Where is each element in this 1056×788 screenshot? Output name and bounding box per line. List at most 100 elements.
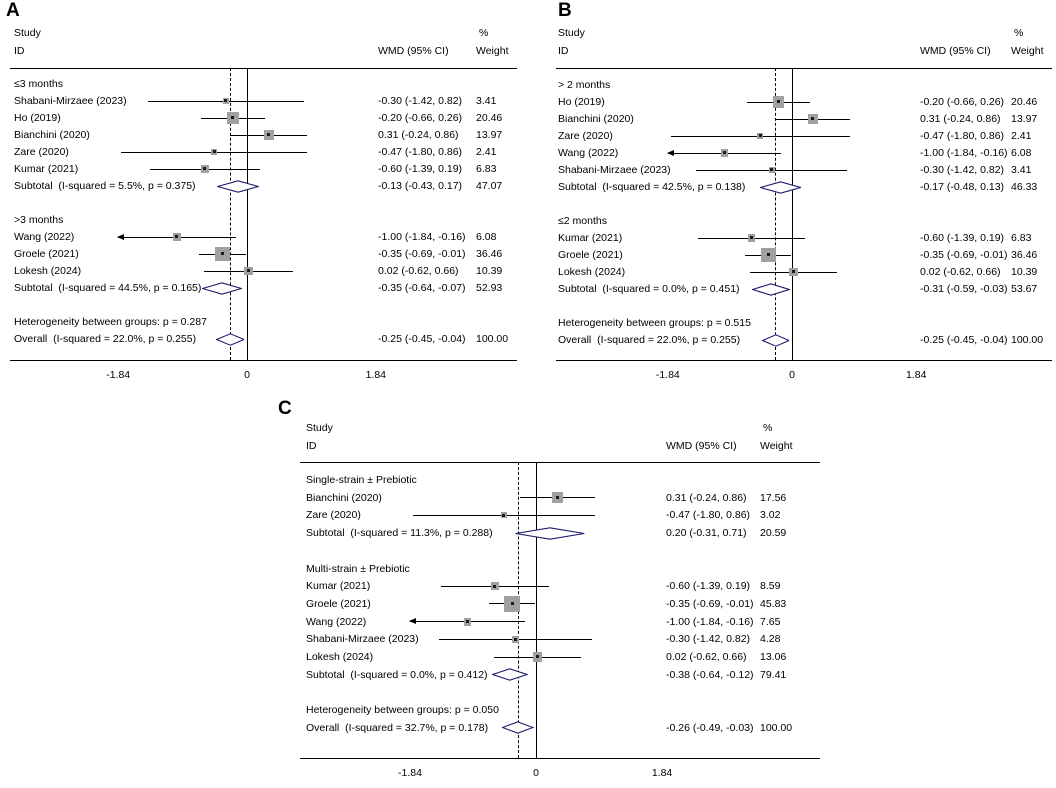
- col-header-study: Study: [14, 27, 41, 39]
- ci-arrow-left-icon: [117, 233, 125, 240]
- weight-value: 52.93: [476, 282, 503, 294]
- panel-a: A Study ID% WMD (95% CI) Weight -1.84 0 1.84 ≤3 …: [0, 0, 530, 394]
- x-axis-tick-label: 0: [789, 369, 795, 381]
- weight-value: 2.41: [1011, 130, 1032, 142]
- study-label: Bianchini (2020): [306, 491, 382, 504]
- effect-value: -0.20 (-0.66, 0.26): [378, 112, 463, 124]
- x-axis-line: [300, 758, 820, 759]
- effect-value: -1.00 (-1.84, -0.16): [378, 231, 466, 243]
- weight-value: 2.41: [476, 146, 497, 158]
- subtotal-label: Subtotal (I-squared = 5.5%, p = 0.375): [14, 180, 196, 192]
- study-label: Kumar (2021): [558, 232, 623, 244]
- weight-value: 13.97: [1011, 113, 1038, 125]
- panel-b: B Study ID% WMD (95% CI) Weight -1.84 0 1.84 > 2…: [530, 0, 1056, 394]
- effect-value: -0.35 (-0.69, -0.01): [666, 597, 754, 610]
- subtotal-label: Subtotal (I-squared = 0.0%, p = 0.412): [306, 668, 488, 681]
- overall-label: Overall (I-squared = 22.0%, p = 0.255): [558, 334, 741, 346]
- effect-value: -1.00 (-1.84, -0.16): [666, 615, 754, 628]
- weight-value: 100.00: [1011, 334, 1044, 346]
- x-axis-tick-label: -1.84: [655, 369, 680, 381]
- subtotal-label: Subtotal (I-squared = 11.3%, p = 0.288): [306, 527, 493, 540]
- effect-value: -0.60 (-1.39, 0.19): [920, 232, 1005, 244]
- effect-value: 0.31 (-0.24, 0.86): [920, 113, 1001, 125]
- col-header-effect: WMD (95% CI): [666, 440, 737, 452]
- effect-marker: [463, 617, 472, 626]
- effect-marker: [768, 166, 775, 174]
- effect-marker: [532, 652, 543, 662]
- weight-value: 45.83: [760, 597, 787, 610]
- effect-marker: [512, 635, 519, 643]
- weight-value: 4.28: [760, 633, 781, 646]
- subtotal-label: Subtotal (I-squared = 0.0%, p = 0.451): [558, 283, 740, 295]
- effect-value: -0.31 (-0.59, -0.03): [920, 283, 1008, 295]
- study-label: Wang (2022): [558, 147, 619, 159]
- effect-value: -0.25 (-0.45, -0.04): [378, 333, 466, 345]
- weight-value: 13.06: [760, 651, 787, 663]
- effect-value: -0.47 (-1.80, 0.86): [378, 146, 463, 158]
- panel-c: C Study ID% WMD (95% CI) Weight -1.84 0 1.84 Sin…: [270, 395, 830, 788]
- effect-value: -0.60 (-1.39, 0.19): [666, 580, 751, 593]
- heterogeneity-note: Heterogeneity between groups: p = 0.515: [558, 317, 751, 329]
- study-label: Bianchini (2020): [14, 129, 90, 141]
- effect-value: -0.35 (-0.64, -0.07): [378, 282, 466, 294]
- effect-value: -0.30 (-1.42, 0.82): [378, 95, 463, 107]
- overall-diamond: [215, 332, 245, 346]
- col-header-id: ID: [558, 45, 569, 57]
- weight-value: 20.46: [476, 112, 503, 124]
- study-label: Wang (2022): [14, 231, 75, 243]
- study-label: Shabani-Mirzaee (2023): [558, 164, 671, 176]
- effect-value: -0.47 (-1.80, 0.86): [920, 130, 1005, 142]
- header-rule: [300, 462, 820, 463]
- weight-value: 6.08: [1011, 147, 1032, 159]
- effect-marker: [227, 112, 239, 124]
- study-label: Lokesh (2024): [306, 651, 374, 663]
- study-label: Lokesh (2024): [558, 266, 626, 278]
- effect-value: -0.35 (-0.69, -0.01): [920, 249, 1008, 261]
- col-header-weight: Weight: [1011, 45, 1044, 57]
- study-label: Groele (2021): [558, 249, 623, 261]
- col-header-study: Study: [306, 422, 333, 434]
- weight-value: 6.08: [476, 231, 497, 243]
- effect-value: -0.30 (-1.42, 0.82): [920, 164, 1005, 176]
- col-header-weight: Weight: [476, 45, 509, 57]
- weight-value: 36.46: [476, 248, 503, 260]
- group-label: >3 months: [14, 214, 64, 226]
- subtotal-label: Subtotal (I-squared = 44.5%, p = 0.165): [14, 282, 202, 294]
- group-label: ≤2 months: [558, 215, 607, 227]
- effect-marker: [215, 246, 230, 262]
- subtotal-diamond: [515, 526, 585, 540]
- col-header-percent: %: [479, 27, 489, 39]
- study-label: Zare (2020): [306, 509, 361, 522]
- overall-label: Overall (I-squared = 22.0%, p = 0.255): [14, 333, 197, 345]
- effect-marker: [263, 130, 274, 140]
- effect-marker: [761, 247, 776, 263]
- study-label: Bianchini (2020): [558, 113, 634, 125]
- study-label: Shabani-Mirzaee (2023): [14, 95, 127, 107]
- effect-marker: [222, 97, 230, 105]
- effect-marker: [490, 582, 500, 591]
- study-label: Zare (2020): [14, 146, 69, 158]
- effect-marker: [173, 233, 181, 241]
- col-header-percent: %: [1014, 27, 1024, 39]
- subtotal-diamond: [759, 180, 801, 194]
- weight-value: 3.02: [760, 509, 781, 522]
- header-rule: [10, 68, 517, 69]
- effect-value: -0.17 (-0.48, 0.13): [920, 181, 1005, 193]
- effect-value: 0.20 (-0.31, 0.71): [666, 527, 747, 540]
- null-effect-line: [247, 68, 248, 360]
- effect-marker: [772, 96, 785, 108]
- effect-marker: [757, 133, 764, 139]
- col-header-effect: WMD (95% CI): [920, 45, 991, 57]
- col-header-percent: %: [763, 422, 773, 434]
- effect-marker: [788, 267, 798, 277]
- group-label: Multi-strain ± Prebiotic: [306, 562, 410, 575]
- group-label: ≤3 months: [14, 78, 63, 90]
- study-label: Kumar (2021): [14, 163, 79, 175]
- effect-marker: [211, 149, 217, 155]
- null-effect-line: [792, 68, 793, 360]
- weight-value: 36.46: [1011, 249, 1038, 261]
- weight-value: 100.00: [760, 721, 793, 734]
- panel-label: B: [558, 0, 572, 21]
- x-axis-tick-label: -1.84: [106, 369, 131, 381]
- ci-arrow-left-icon: [666, 149, 674, 156]
